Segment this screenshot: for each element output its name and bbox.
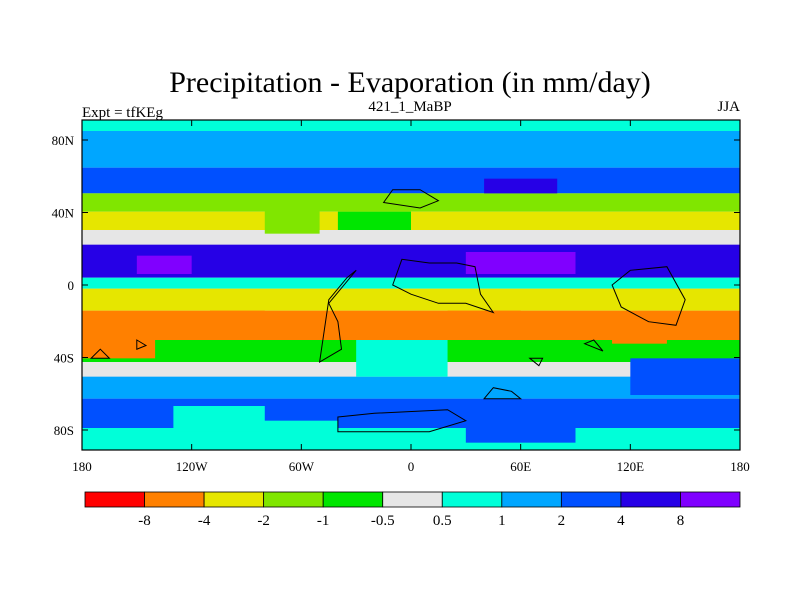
x-tick-label-6: 180	[730, 459, 750, 474]
y-tick-label-2: 0	[68, 278, 75, 293]
colorbar-swatch-9	[620, 491, 681, 508]
colorbar-label-5: 0.5	[433, 513, 452, 529]
field-patch-7	[465, 252, 576, 274]
land-outline-6	[89, 348, 111, 359]
x-tick-label-5: 120E	[617, 459, 645, 474]
field-patch-2	[447, 310, 521, 337]
y-tick-label-4: 80S	[54, 423, 74, 438]
colorbar-label-2: -2	[257, 513, 270, 529]
subtitle-left: Expt = tfKEg	[82, 105, 163, 121]
land-outline-0	[318, 269, 357, 363]
x-tick-label-1: 120W	[176, 459, 209, 474]
y-axis: 80N 40N 0 40S 80S	[52, 133, 740, 438]
x-tick-label-4: 60E	[510, 459, 531, 474]
x-tick-label-3: 0	[408, 459, 415, 474]
land-outline-9	[583, 339, 604, 352]
colorbar-label-4: -0.5	[371, 513, 395, 529]
colorbar-label-0: -8	[138, 513, 151, 529]
field-band-12	[82, 376, 740, 399]
field-band-3	[82, 193, 740, 212]
field-patch-5	[356, 340, 448, 377]
field-band-6	[82, 244, 740, 278]
y-tick-label-1: 40N	[52, 206, 75, 221]
land-outline-8	[528, 357, 544, 367]
colorbar-swatch-3	[263, 491, 324, 508]
y-tick-label-3: 40S	[54, 351, 74, 366]
x-tick-label-0: 180	[72, 459, 92, 474]
field-patch-11	[465, 413, 576, 443]
field-band-1	[82, 131, 740, 168]
land-outline-4	[337, 409, 468, 433]
colorbar-swatch-1	[144, 491, 205, 508]
colorbar-label-1: -4	[198, 513, 211, 529]
colorbar-swatch-2	[203, 491, 265, 508]
coastline-outlines	[89, 189, 686, 433]
colorbar-label-8: 4	[617, 513, 625, 529]
land-outline-5	[611, 266, 686, 326]
colorbar-swatch-0	[84, 491, 145, 508]
field-patch-6	[337, 211, 411, 230]
field-band-7	[82, 277, 740, 289]
subtitle-center: 421_1_MaBP	[368, 99, 451, 115]
land-outline-3	[483, 387, 523, 400]
land-outline-7	[136, 339, 148, 350]
colorbar-swatch-7	[501, 491, 562, 508]
colorbar: -8 -4 -2 -1 -0.5 0.5 1 2 4 8	[84, 491, 741, 529]
colorbar-label-7: 2	[558, 513, 566, 529]
field-band-5	[82, 230, 740, 245]
colorbar-label-6: 1	[498, 513, 506, 529]
colorbar-label-9: 8	[677, 513, 685, 529]
field-patch-4	[264, 208, 320, 234]
colorbar-swatch-10	[680, 491, 741, 508]
colorbar-swatch-6	[441, 491, 503, 508]
colorbar-swatch-4	[322, 491, 384, 508]
plot-area	[82, 120, 740, 450]
field-patch-13	[630, 358, 740, 395]
subtitle-right: JJA	[717, 99, 740, 115]
field-patch-8	[136, 255, 192, 274]
colorbar-swatch-5	[382, 491, 443, 508]
field-patch-0	[82, 318, 156, 359]
y-tick-label-0: 80N	[52, 133, 75, 148]
colorbar-swatch-8	[560, 491, 622, 508]
field-patch-9	[484, 178, 558, 194]
land-outline-2	[382, 189, 440, 209]
chart-title: Precipitation - Evaporation (in mm/day)	[169, 66, 651, 99]
field-band-2	[82, 167, 740, 194]
field-patch-1	[209, 310, 265, 337]
field-band-8	[82, 288, 740, 311]
x-tick-label-2: 60W	[289, 459, 315, 474]
land-outline-1	[392, 258, 495, 314]
field-patch-12	[173, 406, 265, 432]
x-axis: 180 120W 60W 0 60E 120E 180	[72, 120, 750, 474]
colorbar-label-3: -1	[317, 513, 330, 529]
field-patch-3	[612, 318, 667, 344]
